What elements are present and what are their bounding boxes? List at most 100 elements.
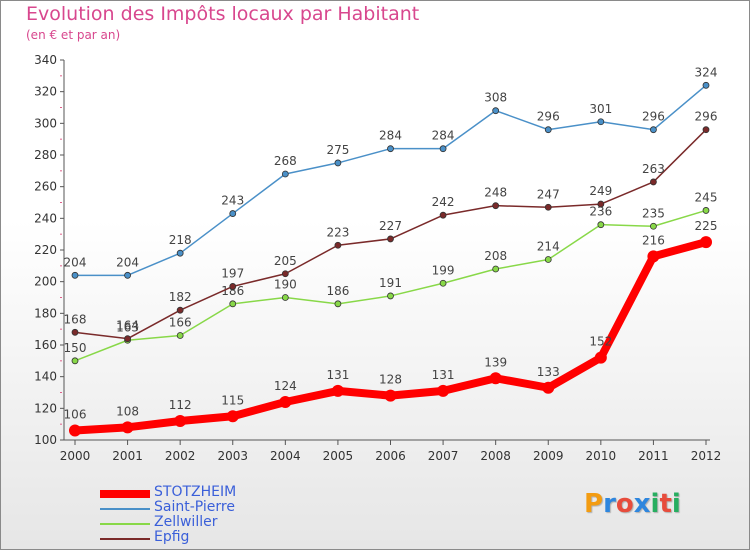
- data-label: 324: [695, 65, 718, 79]
- data-label: 133: [537, 365, 560, 379]
- data-label: 243: [221, 194, 244, 208]
- x-tick-label: 2011: [638, 449, 669, 463]
- data-point: [597, 200, 605, 208]
- data-label: 190: [274, 278, 297, 292]
- x-tick-label: 2009: [533, 449, 564, 463]
- data-point: [121, 421, 134, 434]
- chart-title: Evolution des Impôts locaux par Habitant: [26, 3, 420, 25]
- data-label: 245: [695, 190, 718, 204]
- y-tick-label: 280: [34, 148, 57, 162]
- data-label: 208: [484, 249, 507, 263]
- data-point: [71, 328, 79, 336]
- legend-label: STOTZHEIM: [154, 484, 237, 500]
- data-point: [702, 81, 710, 89]
- data-label: 186: [221, 284, 244, 298]
- data-label: 112: [169, 398, 192, 412]
- series-epfig: 168 164 182 197 205 223 227 242 248 247 249 263 296: [64, 110, 718, 343]
- y-tick-label: 240: [34, 211, 57, 225]
- chart-subtitle: (en € et par an): [26, 28, 121, 42]
- y-tick-label: 120: [34, 401, 57, 415]
- data-label: 199: [432, 263, 455, 277]
- data-point: [176, 332, 184, 339]
- y-tick-label: 320: [34, 85, 57, 99]
- y-tick-label: 100: [34, 433, 57, 447]
- data-point: [229, 210, 237, 217]
- data-point: [700, 236, 712, 249]
- data-label: 108: [116, 404, 139, 418]
- data-label: 139: [484, 355, 507, 369]
- data-point: [279, 396, 292, 408]
- logo-letter: t: [659, 489, 672, 519]
- data-label: 106: [64, 408, 87, 422]
- chart-legend: STOTZHEIM Saint-Pierre Zellwiller Epfig: [100, 484, 300, 546]
- data-point: [124, 271, 131, 279]
- data-label: 164: [116, 319, 139, 333]
- series-zellwiller: 150 163 166 186 190 186 191 199 208 214 236 235 245: [64, 190, 718, 365]
- data-point: [71, 357, 79, 365]
- data-point: [702, 126, 710, 134]
- data-label: 268: [274, 154, 297, 168]
- data-label: 128: [379, 373, 402, 387]
- data-point: [71, 271, 79, 279]
- logo-letter: P: [584, 489, 604, 519]
- data-label: 301: [589, 102, 612, 116]
- data-label: 296: [642, 110, 665, 124]
- data-point: [542, 381, 555, 394]
- logo-letter: r: [603, 489, 616, 519]
- y-tick-label: 340: [34, 53, 57, 67]
- data-point: [650, 222, 657, 230]
- x-tick-label: 2010: [586, 449, 617, 463]
- data-label: 223: [326, 225, 349, 239]
- data-label: 182: [169, 290, 192, 304]
- data-point: [650, 126, 657, 134]
- data-point: [124, 335, 131, 343]
- data-label: 218: [169, 233, 192, 247]
- data-label: 296: [695, 110, 718, 124]
- data-point: [647, 250, 660, 263]
- legend-swatch: [100, 489, 150, 498]
- data-label: 236: [589, 205, 612, 219]
- legend-item: Zellwiller: [100, 514, 300, 531]
- data-point: [439, 211, 447, 219]
- data-label: 225: [695, 219, 718, 233]
- data-label: 124: [274, 379, 297, 393]
- data-label: 308: [484, 91, 507, 105]
- logo-letter: i: [671, 489, 681, 519]
- data-point: [176, 249, 184, 257]
- data-point: [176, 306, 184, 314]
- data-label: 131: [326, 368, 349, 382]
- legend-label: Zellwiller: [154, 514, 218, 530]
- logo-letter: x: [633, 489, 651, 519]
- data-label: 168: [64, 312, 87, 326]
- proxiti-logo: Proxiti: [584, 489, 681, 519]
- data-label: 248: [484, 186, 507, 200]
- data-point: [492, 107, 500, 115]
- legend-item: Epfig: [100, 529, 300, 546]
- data-label: 204: [116, 255, 139, 269]
- data-point: [437, 384, 450, 397]
- x-tick-label: 2001: [112, 449, 143, 463]
- data-label: 227: [379, 219, 402, 233]
- data-label: 275: [326, 143, 349, 157]
- data-label: 204: [64, 255, 87, 269]
- x-tick-label: 2008: [480, 449, 511, 463]
- data-label: 296: [537, 110, 560, 124]
- legend-item: Saint-Pierre: [100, 499, 300, 516]
- data-label: 150: [64, 341, 87, 355]
- y-tick-label: 180: [34, 306, 57, 320]
- y-tick-label: 140: [34, 370, 57, 384]
- x-tick-label: 2006: [375, 449, 406, 463]
- data-point: [387, 235, 394, 243]
- legend-swatch: [100, 537, 150, 540]
- y-tick-label: 200: [34, 275, 57, 289]
- data-label: 242: [432, 195, 455, 209]
- data-label: 205: [274, 254, 297, 268]
- data-point: [650, 178, 657, 186]
- x-tick-label: 2003: [217, 449, 248, 463]
- legend-label: Epfig: [154, 529, 190, 545]
- data-point: [174, 415, 187, 427]
- data-point: [439, 279, 447, 287]
- data-label: 163: [116, 320, 139, 334]
- data-point: [387, 292, 394, 300]
